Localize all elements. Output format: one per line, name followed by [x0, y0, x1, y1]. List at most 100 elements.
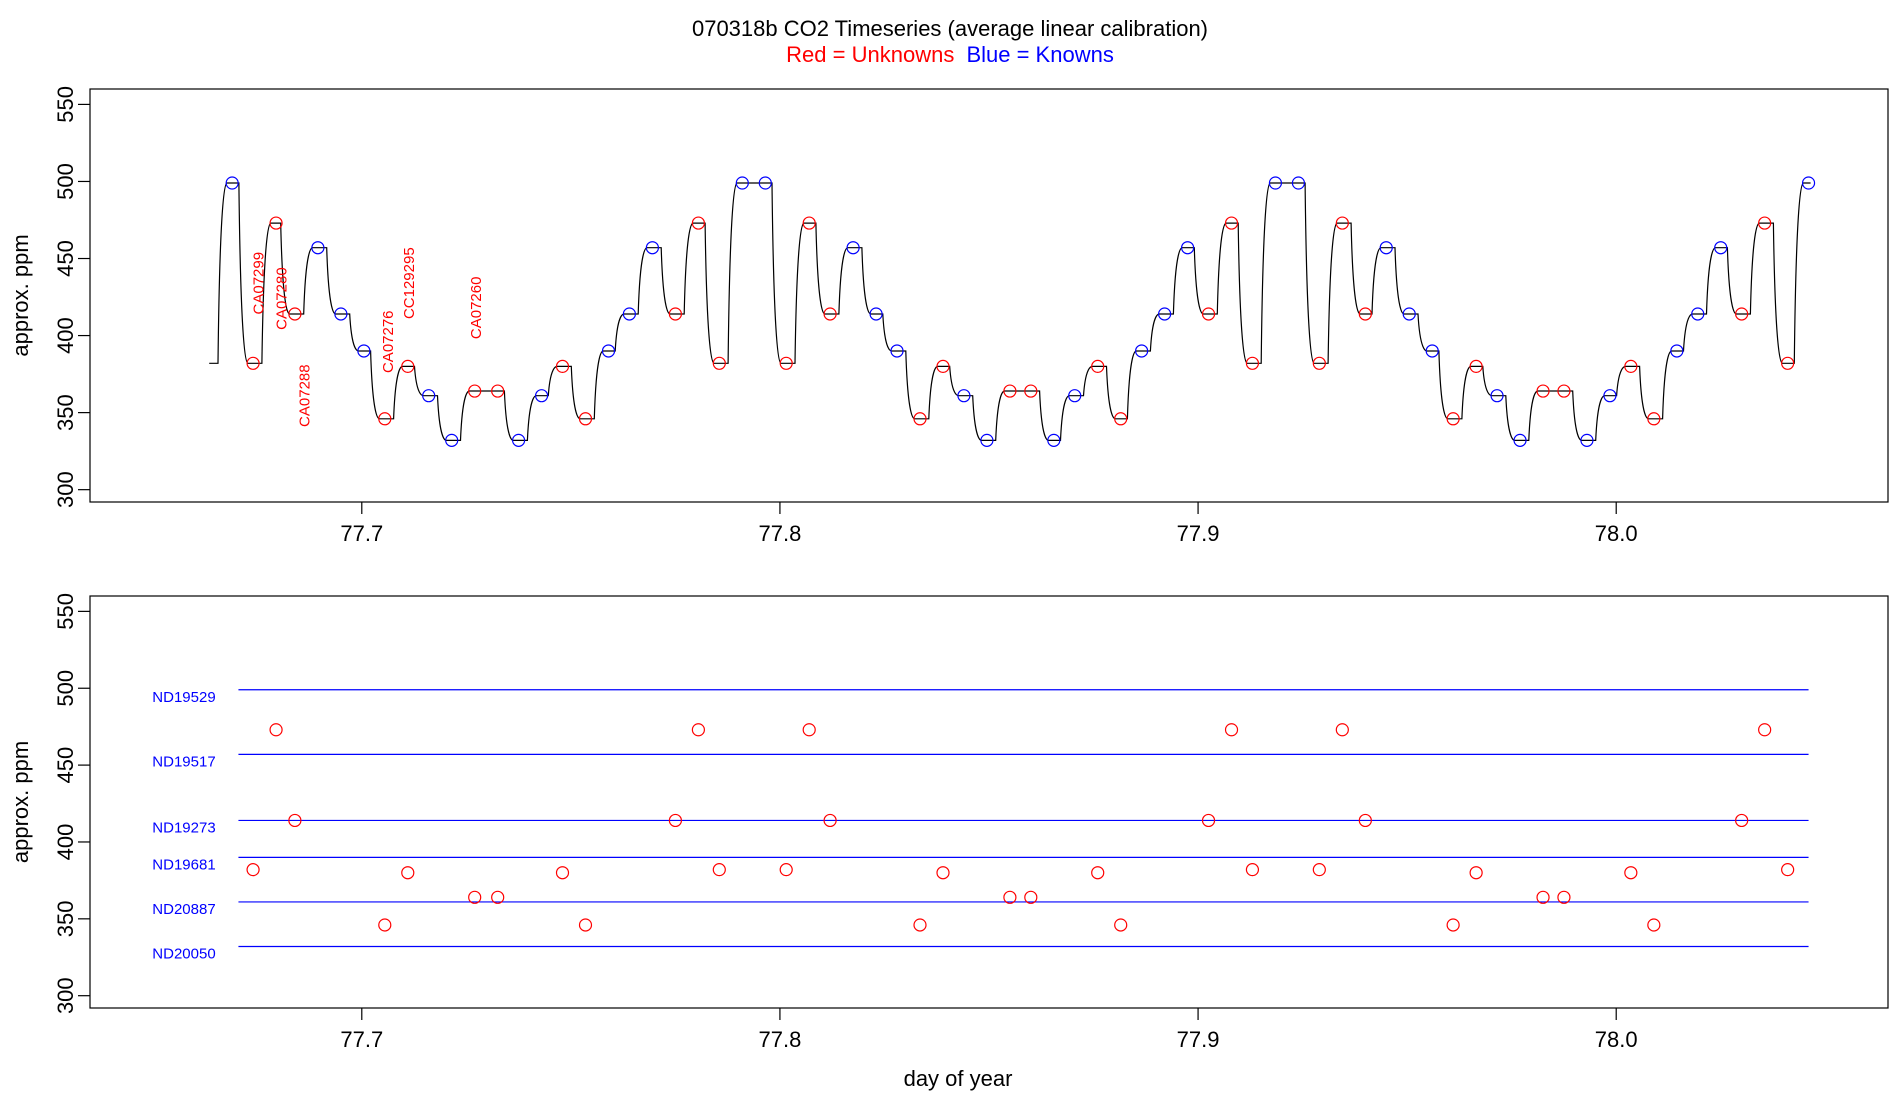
known-point [1068, 389, 1082, 403]
unknown-point [1245, 356, 1260, 370]
known-point [225, 176, 239, 190]
unknown-point [668, 813, 682, 828]
unknown-point [1224, 216, 1239, 230]
known-point [622, 307, 637, 321]
timeseries-panel: 300 350 400 450 500 550 77.7 77.8 77.9 78.0 approx… [8, 86, 1889, 546]
unknown-point [1003, 890, 1017, 904]
calibration-panel: 300 350 400 450 500 550 77.7 77.8 77.9 78.0 approx… [8, 593, 1889, 1052]
unknown-point [269, 723, 283, 737]
unknown-point [288, 307, 302, 321]
y-tick-label: 400 [53, 824, 78, 861]
unknown-point [802, 216, 816, 230]
known-point [735, 176, 749, 190]
legend-unknowns: Red = Unknowns [786, 42, 954, 67]
known-point [645, 241, 659, 255]
known-point [1268, 176, 1283, 190]
unknown-point [913, 918, 927, 932]
unknown-point [1091, 359, 1105, 373]
y-tick-label: 450 [53, 240, 78, 277]
sample-label: CA07299 [251, 252, 268, 315]
unknown-point [668, 307, 682, 321]
unknown-point [1536, 384, 1550, 398]
x-tick-label: 77.7 [340, 521, 383, 546]
y-tick-label: 450 [53, 747, 78, 784]
y-tick-label: 350 [53, 394, 78, 431]
known-point [1425, 344, 1439, 358]
unknown-point [1335, 216, 1349, 230]
unknown-point [1781, 356, 1795, 370]
y-tick-label: 300 [53, 977, 78, 1014]
unknown-point [913, 412, 927, 426]
known-point [1181, 241, 1195, 255]
known-point [758, 176, 772, 190]
unknown-point [555, 359, 570, 373]
unknown-point [802, 723, 816, 737]
unknown-point [1312, 863, 1326, 877]
y-tick-label: 350 [53, 900, 78, 937]
unknown-point [1335, 723, 1349, 737]
known-point [890, 344, 904, 358]
unknown-point [378, 918, 392, 932]
known-point [511, 433, 526, 447]
x-tick-label: 77.7 [340, 1027, 383, 1052]
x-tick-label: 77.9 [1177, 1027, 1220, 1052]
unknown-point [936, 359, 950, 373]
known-point [1580, 433, 1594, 447]
known-point [980, 433, 994, 447]
chart-subtitle: Red = Unknowns Blue = Knowns [786, 42, 1114, 67]
unknown-point [1446, 918, 1460, 932]
known-point [422, 389, 436, 403]
unknown-point [1358, 813, 1372, 828]
known-point [601, 344, 616, 358]
unknown-point [691, 723, 705, 737]
known-point [1714, 241, 1728, 255]
y-tick-label: 500 [53, 163, 78, 200]
x-axis-label: day of year [904, 1066, 1013, 1091]
y-tick-label: 550 [53, 593, 78, 630]
y-axis-label: approx. ppm [8, 741, 33, 863]
sample-label: CA07260 [468, 277, 485, 340]
legend-knowns: Blue = Knowns [966, 42, 1113, 67]
known-point [311, 241, 325, 255]
unknown-point [823, 813, 837, 828]
x-tick-label: 78.0 [1595, 1027, 1638, 1052]
y-tick-label: 300 [53, 471, 78, 508]
unknown-point [288, 813, 302, 828]
unknown-point [1201, 307, 1216, 321]
unknown-point [779, 356, 793, 370]
sample-label: CA07280 [274, 267, 291, 330]
known-point [1513, 433, 1527, 447]
unknown-point [578, 412, 593, 426]
known-point [1490, 389, 1504, 403]
sample-label: CC129295 [401, 247, 418, 319]
unknown-point [1114, 412, 1128, 426]
unknown-point [1781, 863, 1795, 877]
unknown-point [691, 216, 705, 230]
unknown-point [1624, 866, 1638, 880]
reference-line-label: ND19517 [152, 753, 215, 770]
x-tick-label: 77.8 [759, 521, 802, 546]
unknown-point [1358, 307, 1372, 321]
unknown-point [1624, 359, 1638, 373]
unknown-point [1201, 813, 1216, 828]
known-point [534, 389, 549, 403]
unknown-point [401, 866, 415, 880]
unknown-point [1245, 863, 1260, 877]
unknown-point [1647, 412, 1661, 426]
y-tick-label: 400 [53, 317, 78, 354]
unknown-point [1735, 307, 1749, 321]
unknown-point [468, 384, 482, 398]
unknown-point [1469, 866, 1483, 880]
known-point [1291, 176, 1306, 190]
known-point [1158, 307, 1172, 321]
known-point [1047, 433, 1061, 447]
known-point [1801, 176, 1816, 190]
unknown-point [269, 216, 283, 230]
unknown-point [779, 863, 793, 877]
reference-line-label: ND19681 [152, 856, 215, 873]
known-point [1135, 344, 1149, 358]
sample-label: CA07276 [380, 310, 397, 373]
known-point [846, 241, 860, 255]
x-tick-label: 77.9 [1177, 521, 1220, 546]
